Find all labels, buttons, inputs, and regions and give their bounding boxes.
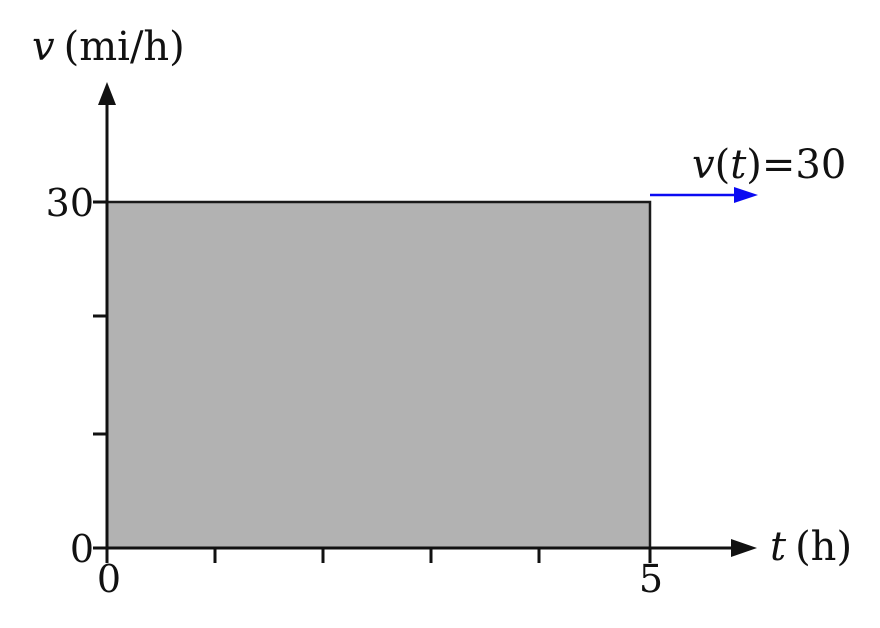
x-axis-label-variable: t	[770, 524, 787, 570]
y-axis-arrowhead-icon	[98, 82, 116, 105]
x-tick-label-5: 5	[639, 557, 663, 601]
y-tick-label-30: 30	[46, 181, 94, 225]
y-tick-label-0: 0	[70, 527, 94, 571]
velocity-function-label-t: t	[730, 142, 747, 188]
velocity-function-label: v(t)=30	[692, 142, 846, 188]
velocity-function-label-value: )=30	[746, 142, 846, 188]
y-axis-label-variable: v	[32, 24, 55, 70]
y-axis-label-unit: (mi/h)	[64, 24, 185, 70]
y-axis-label: v (mi/h)	[32, 24, 185, 70]
velocity-function-label-open-paren: (	[715, 142, 731, 188]
x-axis-label-unit: (h)	[795, 524, 852, 570]
velocity-function-label-v: v	[692, 142, 715, 188]
velocity-function-arrowhead-icon	[734, 187, 758, 203]
x-tick-label-0: 0	[97, 557, 121, 601]
x-axis-arrowhead-icon	[731, 539, 757, 557]
shaded-area-region	[105, 200, 652, 550]
x-axis-label: t (h)	[770, 524, 852, 570]
